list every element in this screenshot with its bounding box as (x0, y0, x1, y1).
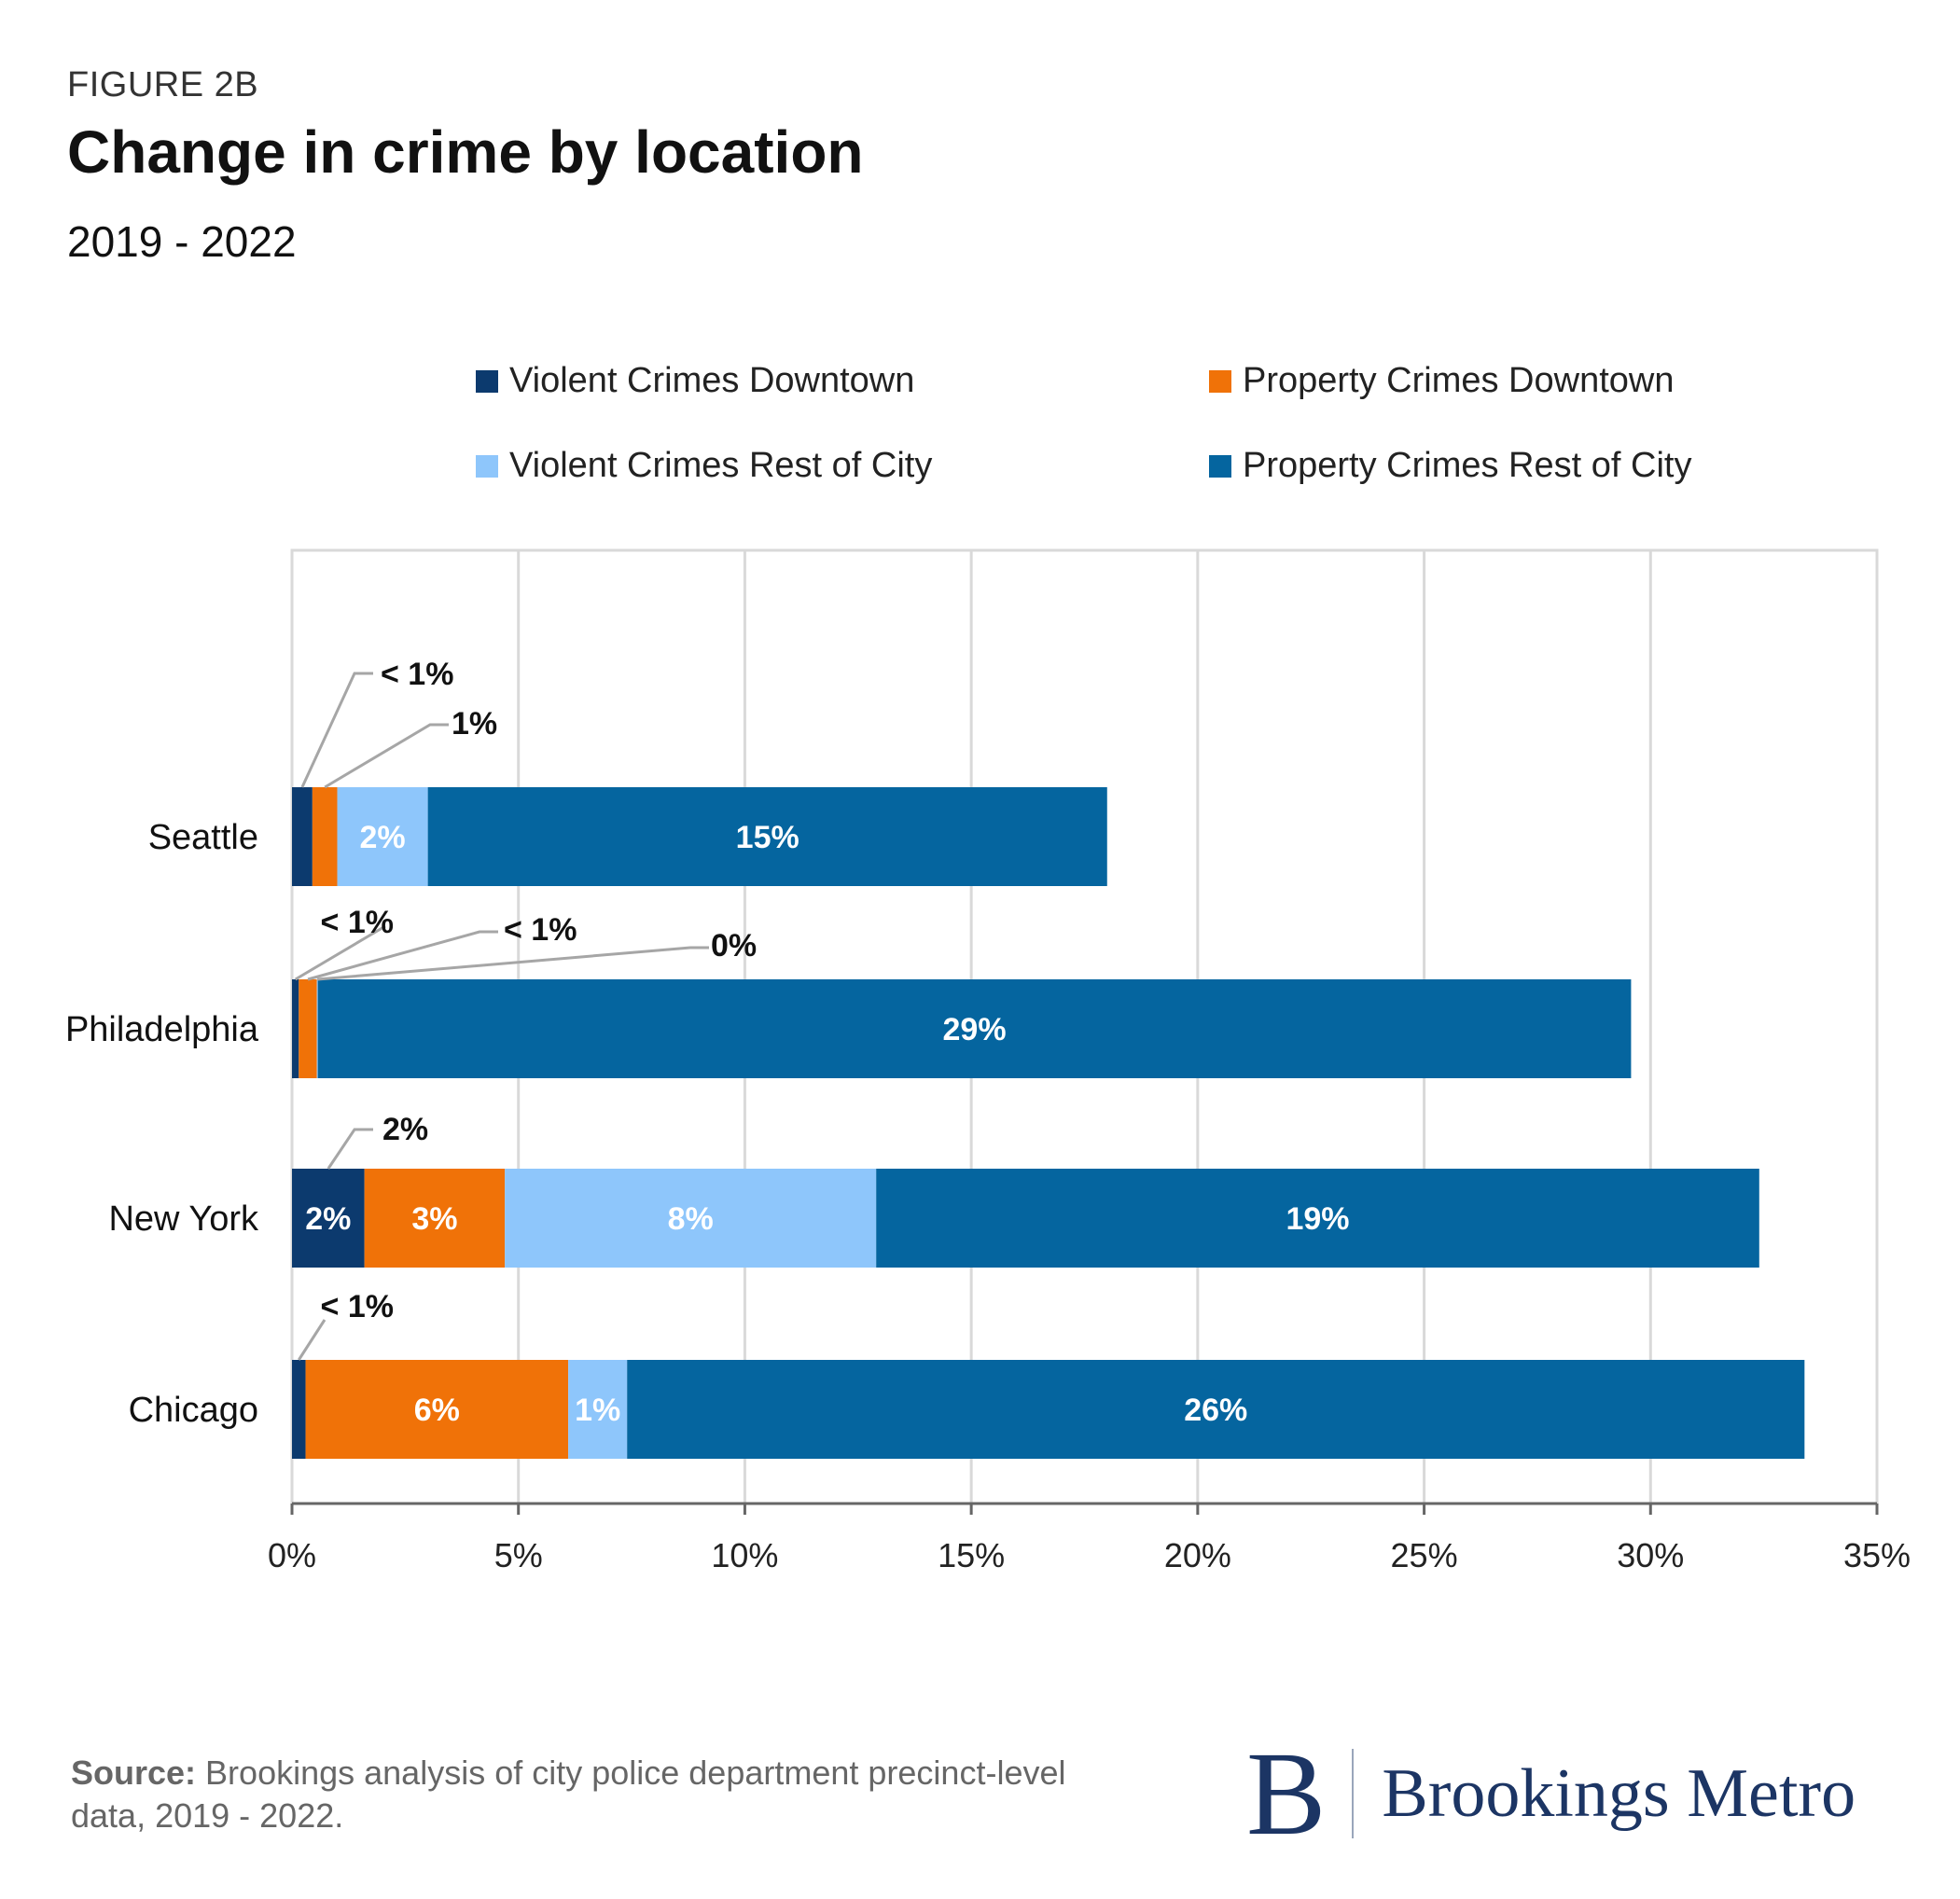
legend-item-property-downtown: Property Crimes Downtown (1209, 361, 1674, 401)
legend-item-violent-rest: Violent Crimes Rest of City (476, 446, 932, 486)
figure-label: FIGURE 2B (67, 65, 259, 104)
brookings-metro-logo: B Brookings Metro (1246, 1727, 1856, 1860)
bar-segment (876, 1169, 1759, 1268)
bar-segment (568, 1360, 628, 1459)
bar-segment (316, 979, 318, 1078)
data-label: 19% (1286, 1201, 1349, 1237)
data-label: 15% (736, 820, 799, 855)
bar-segment (292, 1360, 306, 1459)
legend-label: Violent Crimes Downtown (509, 361, 915, 400)
data-label: 26% (1184, 1393, 1247, 1428)
legend-label: Property Crimes Rest of City (1243, 446, 1692, 485)
bar-segment (292, 787, 313, 886)
callout-leader-line (300, 672, 373, 788)
category-label: Philadelphia (65, 1010, 259, 1049)
callout-label: 2% (382, 1112, 428, 1147)
x-tick-label: 35% (1843, 1536, 1911, 1574)
callout-leader-line (307, 930, 498, 981)
source-label: Source: (71, 1753, 197, 1792)
bar-segment (299, 979, 317, 1078)
bar-segment (505, 1169, 877, 1268)
callout-leader-line (294, 924, 386, 981)
legend-swatch (1209, 369, 1231, 393)
callout-label: < 1% (381, 657, 453, 692)
callout-leader-line (324, 723, 449, 789)
x-tick-label: 5% (494, 1536, 543, 1574)
bar-segment (292, 979, 299, 1078)
legend-item-property-rest: Property Crimes Rest of City (1209, 446, 1691, 486)
legend-label: Property Crimes Downtown (1243, 361, 1675, 400)
callout-label: < 1% (321, 1289, 394, 1324)
bar-segment (337, 787, 428, 886)
callout-leader-line (317, 946, 709, 981)
x-tick-label: 30% (1617, 1536, 1684, 1574)
logo-text: Brookings Metro (1382, 1754, 1856, 1832)
data-label: 8% (668, 1201, 714, 1237)
bar-segment (292, 1169, 365, 1268)
legend-swatch (476, 369, 498, 393)
bar-segment (427, 787, 1107, 886)
logo-mark: B (1246, 1727, 1327, 1860)
bar-segment (364, 1169, 506, 1268)
bar-segment (312, 787, 338, 886)
bar-segment (627, 1360, 1805, 1459)
bar-segment (305, 1360, 569, 1459)
logo-divider (1352, 1749, 1355, 1838)
bar-segment (317, 979, 1632, 1078)
data-label: 29% (943, 1012, 1007, 1047)
data-label: 2% (305, 1201, 351, 1237)
chart-subtitle: 2019 - 2022 (67, 217, 297, 266)
source-note: Source: Brookings analysis of city polic… (71, 1752, 1134, 1837)
callout-label: < 1% (504, 912, 577, 948)
x-tick-label: 15% (938, 1536, 1005, 1574)
callout-leader-line (298, 1319, 327, 1361)
x-tick-label: 20% (1164, 1536, 1231, 1574)
callout-leader-line (327, 1128, 373, 1170)
category-label: Seattle (148, 818, 258, 857)
callout-label: 1% (452, 706, 497, 742)
data-label: 6% (414, 1393, 460, 1428)
legend-swatch (476, 454, 498, 478)
category-label: New York (108, 1199, 259, 1239)
legend-label: Violent Crimes Rest of City (509, 446, 933, 485)
legend-swatch (1209, 454, 1231, 478)
x-tick-label: 10% (711, 1536, 778, 1574)
category-label: Chicago (129, 1391, 258, 1430)
data-label: 3% (411, 1201, 457, 1237)
source-text: Brookings analysis of city police depart… (71, 1753, 1066, 1835)
callout-label: 0% (711, 928, 757, 963)
data-label: 1% (575, 1393, 620, 1428)
x-tick-label: 0% (268, 1536, 316, 1574)
callout-label: < 1% (321, 905, 394, 940)
data-label: 2% (360, 820, 406, 855)
x-tick-label: 25% (1391, 1536, 1458, 1574)
legend-item-violent-downtown: Violent Crimes Downtown (476, 361, 914, 401)
chart-title: Change in crime by location (67, 118, 864, 186)
